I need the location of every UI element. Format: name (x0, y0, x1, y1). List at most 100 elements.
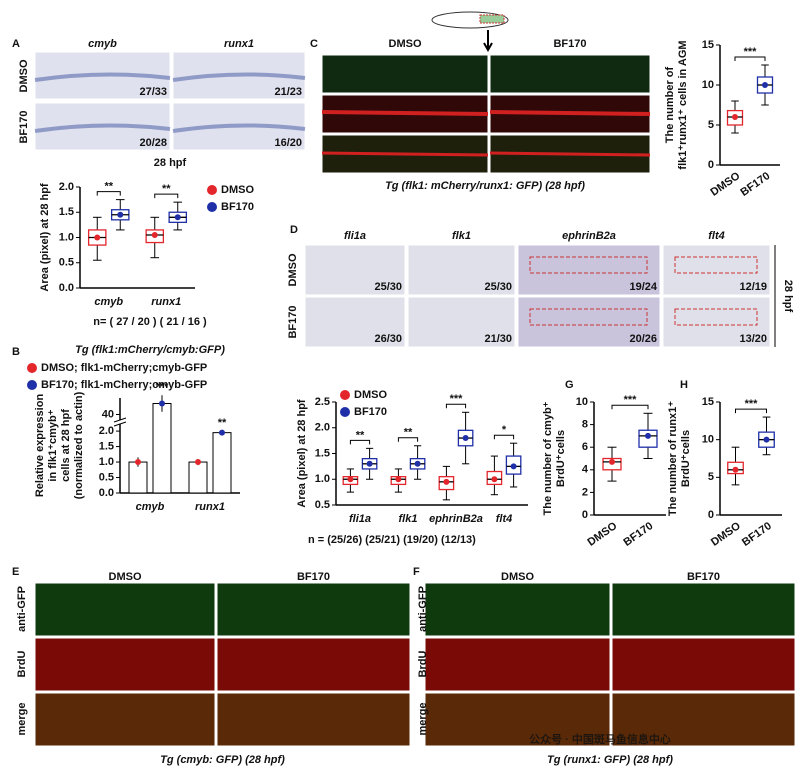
panel-letter: H (680, 379, 688, 391)
median-dot (174, 214, 181, 221)
significance: *** (450, 393, 464, 405)
sample-size: n= ( 27 / 20 ) ( 21 / 16 ) (93, 316, 207, 328)
micrograph (611, 582, 796, 637)
legend-marker (340, 407, 350, 417)
row-label: BrdU (417, 651, 429, 678)
row-label: DMSO (18, 59, 30, 92)
y-tick-label: 5 (708, 119, 714, 131)
sig-bracket (493, 434, 515, 440)
y-tick-label: 0.5 (59, 257, 74, 269)
vessel (321, 110, 489, 116)
column-label: DMSO (501, 571, 534, 583)
y-tick-label: 5 (708, 471, 714, 483)
y-tick-label: 4 (582, 464, 589, 476)
micrograph (489, 54, 651, 94)
median-dot (414, 460, 421, 467)
legend-label: DMSO; flk1-mCherry;cmyb-GFP (41, 362, 207, 374)
micrograph (424, 692, 611, 747)
y-tick-label: 2.0 (315, 422, 330, 434)
y-tick-label: 0 (708, 159, 714, 171)
vessel-stain (34, 123, 171, 133)
row-label: DMSO (287, 253, 299, 286)
y-tick-label: 1.5 (315, 447, 330, 459)
panel-letter: E (12, 566, 19, 578)
x-tick-label: BF170 (740, 520, 774, 549)
column-label: DMSO (109, 571, 142, 583)
bar (212, 432, 232, 494)
fish-region (479, 14, 505, 24)
x-tick-label: BF170 (621, 520, 655, 549)
x-tick-label: BF170 (738, 170, 772, 199)
micrograph (424, 582, 611, 637)
significance: ** (404, 427, 413, 439)
vessel (321, 151, 489, 157)
y-tick-label: 6 (582, 441, 588, 453)
legend-marker (207, 202, 217, 212)
micrograph (662, 244, 771, 296)
roi-box (674, 256, 758, 274)
median-dot (762, 82, 768, 88)
y-tick-label: 0 (582, 509, 588, 521)
sig-bracket (96, 191, 121, 196)
micrograph (304, 244, 406, 296)
sig-bracket (445, 403, 467, 409)
count-label: 25/30 (484, 281, 512, 293)
median-dot (94, 234, 101, 241)
y-tick-label: 1.0 (59, 231, 74, 243)
count-label: 19/24 (629, 281, 657, 293)
roi-box (529, 256, 648, 274)
x-tick-label: runx1 (151, 296, 181, 308)
legend-label: DMSO (221, 184, 254, 196)
y-axis-label: cells at 28 hpf (60, 409, 72, 482)
y-axis-label: Area (pixel) at 28 hpf (39, 183, 51, 292)
median-dot (609, 458, 615, 465)
count-label: 13/20 (739, 333, 767, 345)
median-dot (347, 476, 354, 483)
panel-letter: F (413, 566, 420, 578)
y-axis-label: The number of (664, 66, 676, 143)
median-dot (732, 466, 739, 473)
bar-dot (159, 400, 165, 407)
significance: ** (104, 181, 113, 193)
y-axis-label: Relative expression (34, 394, 46, 498)
legend-label: DMSO (354, 389, 387, 401)
micrograph (34, 582, 216, 637)
caption: Tg (runx1: GFP) (28 hpf) (547, 754, 673, 766)
x-tick-label: fli1a (349, 513, 371, 525)
row-label: anti-GFP (417, 586, 429, 632)
y-tick-label: 15 (702, 396, 714, 408)
y-tick-label: 2.5 (315, 396, 330, 408)
bar (152, 403, 172, 494)
y-tick-label: 0.0 (59, 282, 74, 294)
count-label: 21/23 (274, 86, 302, 98)
caption: Tg (flk1: mCherry/runx1: GFP) (28 hpf) (385, 180, 585, 192)
median-dot (491, 476, 498, 483)
y-tick-label: 0.5 (315, 499, 330, 511)
y-tick-label: 15 (702, 39, 714, 51)
micrograph (216, 582, 411, 637)
significance: *** (744, 46, 758, 58)
vessel-stain (34, 72, 171, 82)
micrograph (611, 637, 796, 692)
y-axis-label: The number of cmyb⁺ (542, 401, 554, 515)
x-tick-label: cmyb (94, 296, 123, 308)
median-dot (395, 476, 402, 483)
median-dot (510, 463, 517, 470)
y-axis-label: Area (pixel) at 28 hpf (296, 399, 308, 508)
panel-letter: A (12, 38, 20, 50)
sample-size: n = (25/26) (25/21) (19/20) (12/13) (308, 534, 476, 546)
y-axis-label: The number of runx1⁺ (667, 401, 679, 516)
axis-break-gap (114, 420, 126, 424)
axis-break (113, 417, 127, 427)
column-label: runx1 (224, 38, 254, 50)
micrograph (34, 637, 216, 692)
sig-bracket (349, 439, 371, 445)
vessel-stain (172, 72, 306, 82)
y-tick-label: 10 (702, 79, 714, 91)
significance: *** (156, 381, 170, 393)
sig-bracket (397, 437, 419, 442)
significance: *** (745, 398, 759, 410)
median-dot (732, 114, 738, 120)
